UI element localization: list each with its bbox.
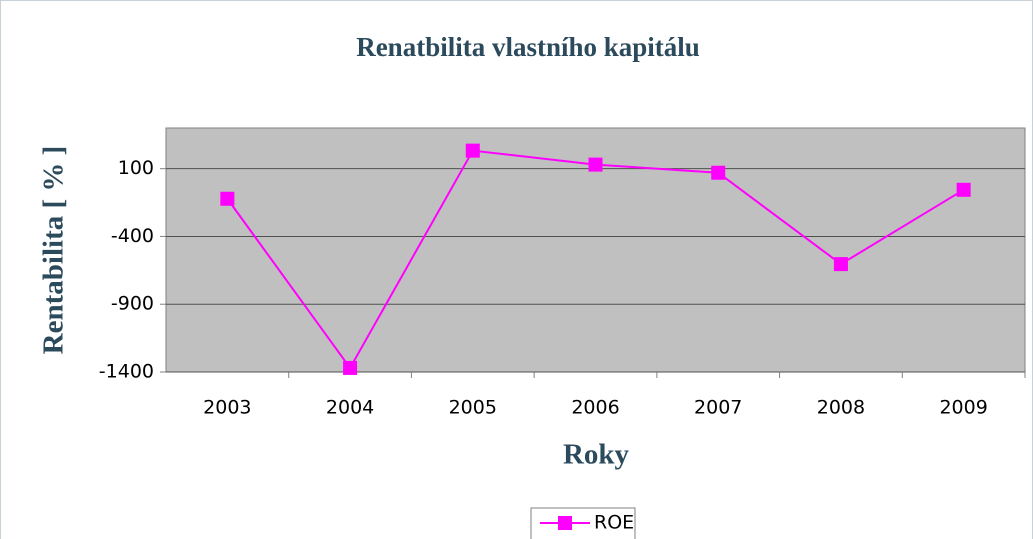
chart-title: Renatbilita vlastního kapitálu xyxy=(356,32,700,62)
legend-marker xyxy=(558,516,572,530)
y-tick-label: 100 xyxy=(118,157,154,179)
point-marker xyxy=(711,165,726,180)
x-tick-label: 2007 xyxy=(694,397,742,419)
y-tick-label: -1400 xyxy=(99,361,154,383)
x-tick-label: 2005 xyxy=(449,397,497,419)
point-marker xyxy=(220,191,235,206)
y-tick-label: -900 xyxy=(111,293,154,315)
y-axis-label: Rentabilita [ % ] xyxy=(38,146,70,355)
point-marker xyxy=(588,157,603,172)
x-axis-label: Roky xyxy=(563,439,630,471)
x-tick-label: 2003 xyxy=(203,397,251,419)
x-tick-label: 2006 xyxy=(571,397,619,419)
x-tick-label: 2004 xyxy=(326,397,374,419)
point-marker xyxy=(343,360,358,375)
y-tick-label: -400 xyxy=(111,225,154,247)
point-marker xyxy=(833,257,848,272)
x-tick-label: 2008 xyxy=(817,397,865,419)
point-marker xyxy=(956,182,971,197)
legend-label: ROE xyxy=(594,512,634,534)
x-tick-label: 2009 xyxy=(939,397,987,419)
point-marker xyxy=(465,143,480,158)
